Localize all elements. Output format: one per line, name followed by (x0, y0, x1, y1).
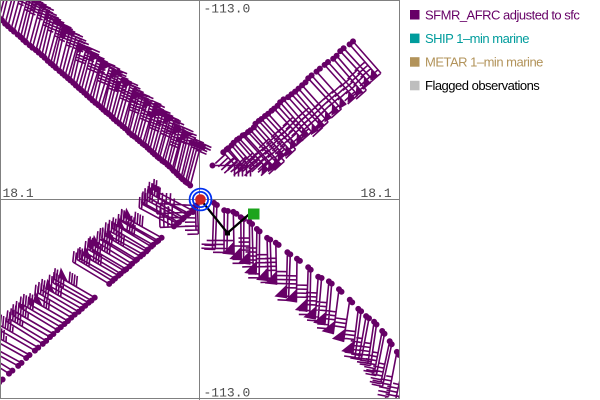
svg-text:18.1: 18.1 (361, 186, 392, 201)
svg-text:SFMR_AFRC adjusted to sfc: SFMR_AFRC adjusted to sfc (425, 7, 580, 22)
svg-text:-113.0: -113.0 (204, 386, 251, 400)
svg-text:18.1: 18.1 (3, 186, 34, 201)
svg-text:Flagged observations: Flagged observations (425, 78, 540, 93)
svg-text:METAR 1–min marine: METAR 1–min marine (425, 55, 543, 70)
svg-text:-113.0: -113.0 (204, 2, 251, 17)
svg-text:SHIP 1–min marine: SHIP 1–min marine (425, 31, 529, 46)
